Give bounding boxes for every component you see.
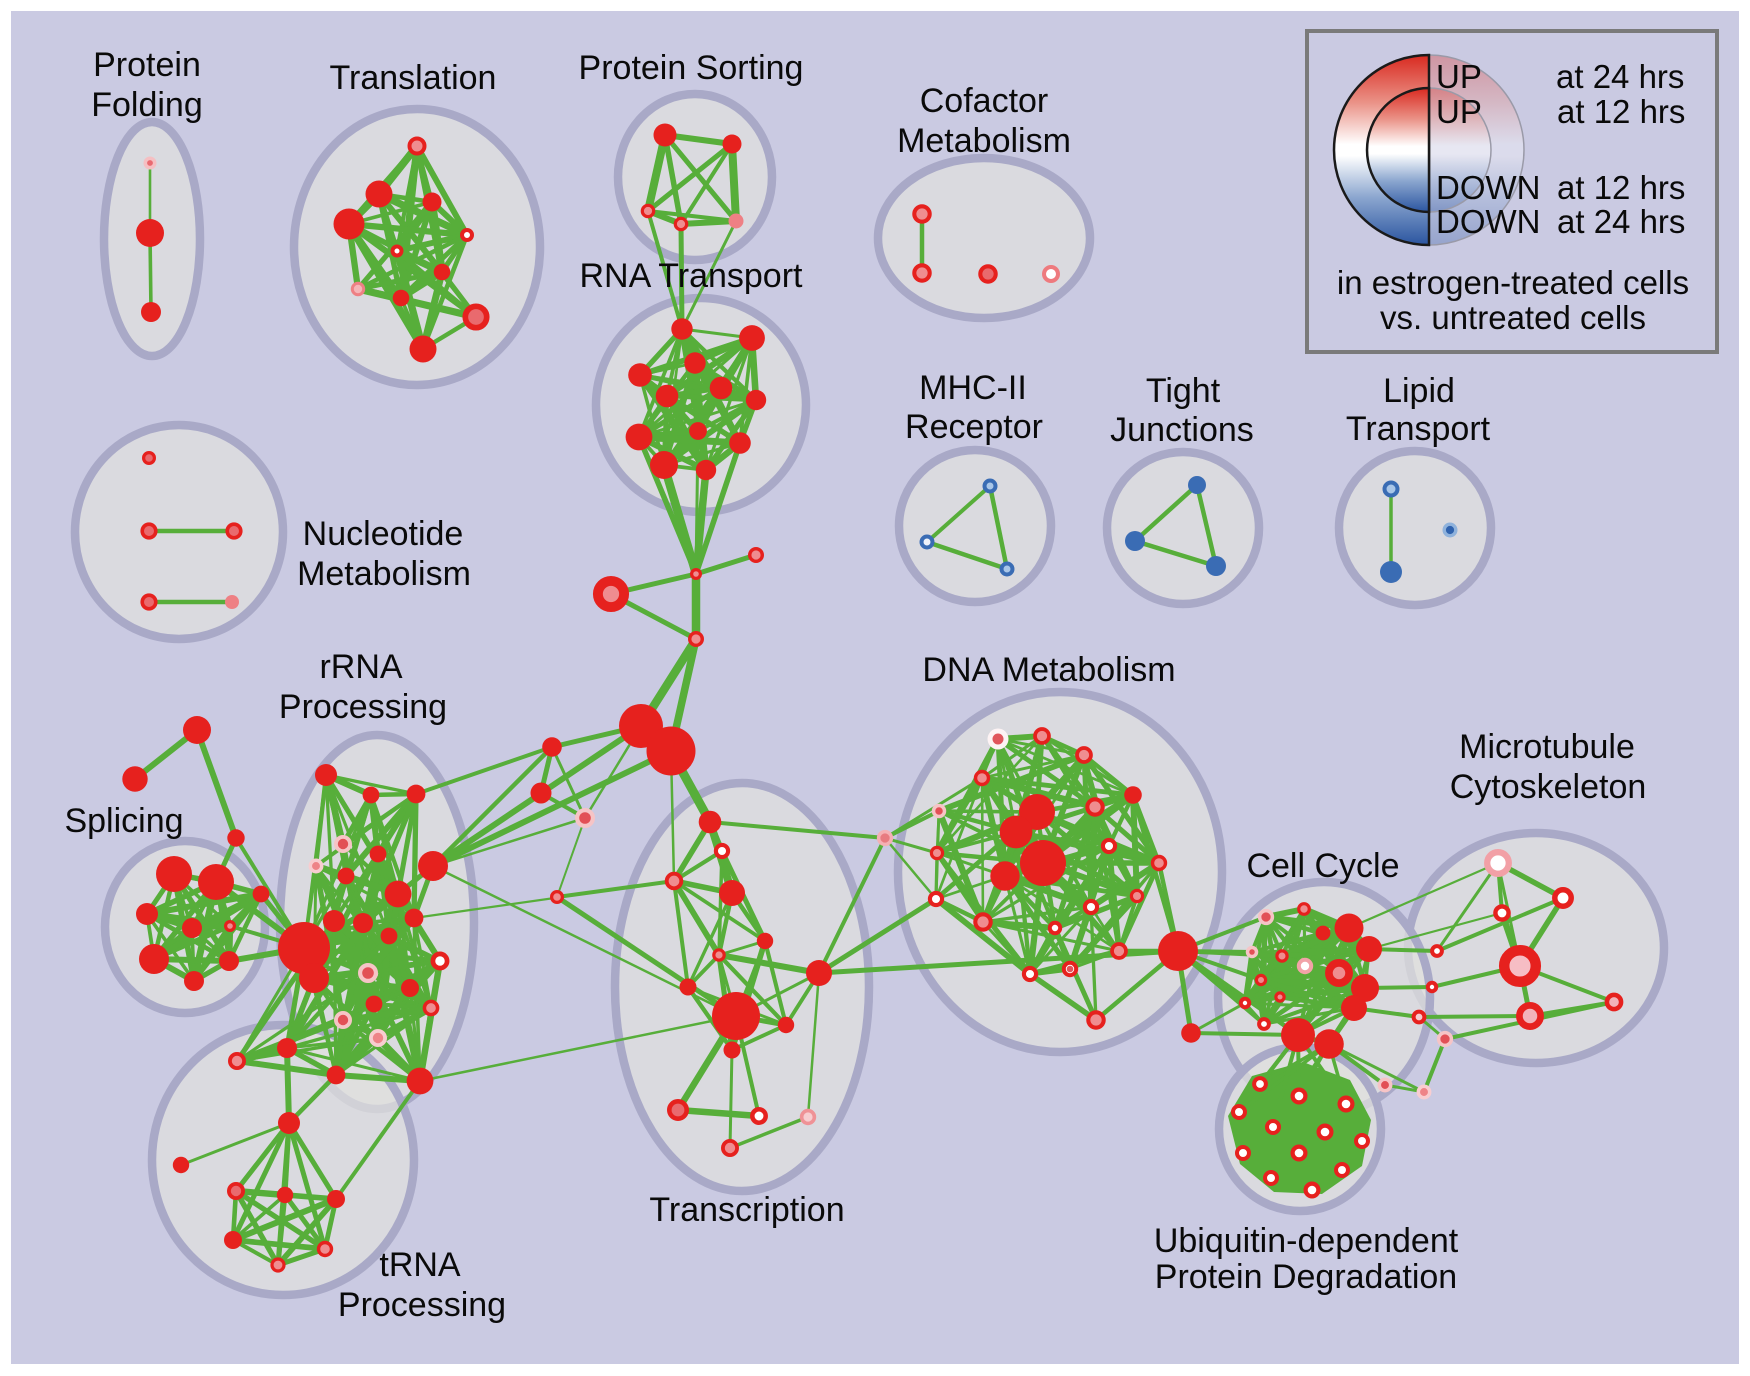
svg-text:UP: UP [1436, 93, 1482, 130]
svg-text:MHC-II: MHC-II [919, 369, 1027, 407]
svg-text:Protein Degradation: Protein Degradation [1155, 1258, 1457, 1296]
svg-text:Processing: Processing [279, 688, 447, 726]
svg-text:DOWN: DOWN [1436, 203, 1540, 240]
svg-text:at 12 hrs: at 12 hrs [1557, 93, 1685, 130]
svg-text:DNA Metabolism: DNA Metabolism [922, 651, 1175, 689]
svg-text:in estrogen-treated cells: in estrogen-treated cells [1337, 264, 1689, 301]
svg-text:tRNA: tRNA [379, 1246, 461, 1284]
svg-text:Metabolism: Metabolism [897, 122, 1071, 160]
svg-text:at 24 hrs: at 24 hrs [1557, 203, 1685, 240]
svg-text:RNA Transport: RNA Transport [580, 257, 804, 295]
svg-text:Protein Sorting: Protein Sorting [579, 49, 804, 87]
svg-text:Cofactor: Cofactor [920, 82, 1049, 120]
svg-text:at 12 hrs: at 12 hrs [1557, 169, 1685, 206]
svg-text:Folding: Folding [91, 86, 203, 124]
svg-text:Lipid: Lipid [1383, 372, 1455, 410]
svg-text:at 24 hrs: at 24 hrs [1556, 58, 1684, 95]
svg-text:Junctions: Junctions [1110, 411, 1254, 449]
svg-text:Splicing: Splicing [64, 802, 183, 840]
svg-text:Nucleotide: Nucleotide [303, 515, 464, 553]
svg-text:rRNA: rRNA [319, 648, 402, 686]
svg-text:DOWN: DOWN [1436, 169, 1540, 206]
svg-text:Tight: Tight [1146, 372, 1221, 410]
svg-text:Microtubule: Microtubule [1459, 728, 1635, 766]
svg-text:Metabolism: Metabolism [297, 555, 471, 593]
svg-text:Protein: Protein [93, 46, 201, 84]
svg-text:Receptor: Receptor [905, 408, 1043, 446]
svg-text:Processing: Processing [338, 1286, 506, 1324]
svg-text:Cell Cycle: Cell Cycle [1246, 847, 1399, 885]
svg-text:Cytoskeleton: Cytoskeleton [1450, 768, 1647, 806]
svg-text:vs. untreated cells: vs. untreated cells [1380, 299, 1646, 336]
svg-text:Transport: Transport [1346, 410, 1491, 448]
svg-text:UP: UP [1436, 58, 1482, 95]
svg-text:Ubiquitin-dependent: Ubiquitin-dependent [1154, 1222, 1459, 1260]
svg-text:Translation: Translation [330, 59, 497, 97]
svg-text:Transcription: Transcription [649, 1191, 844, 1229]
